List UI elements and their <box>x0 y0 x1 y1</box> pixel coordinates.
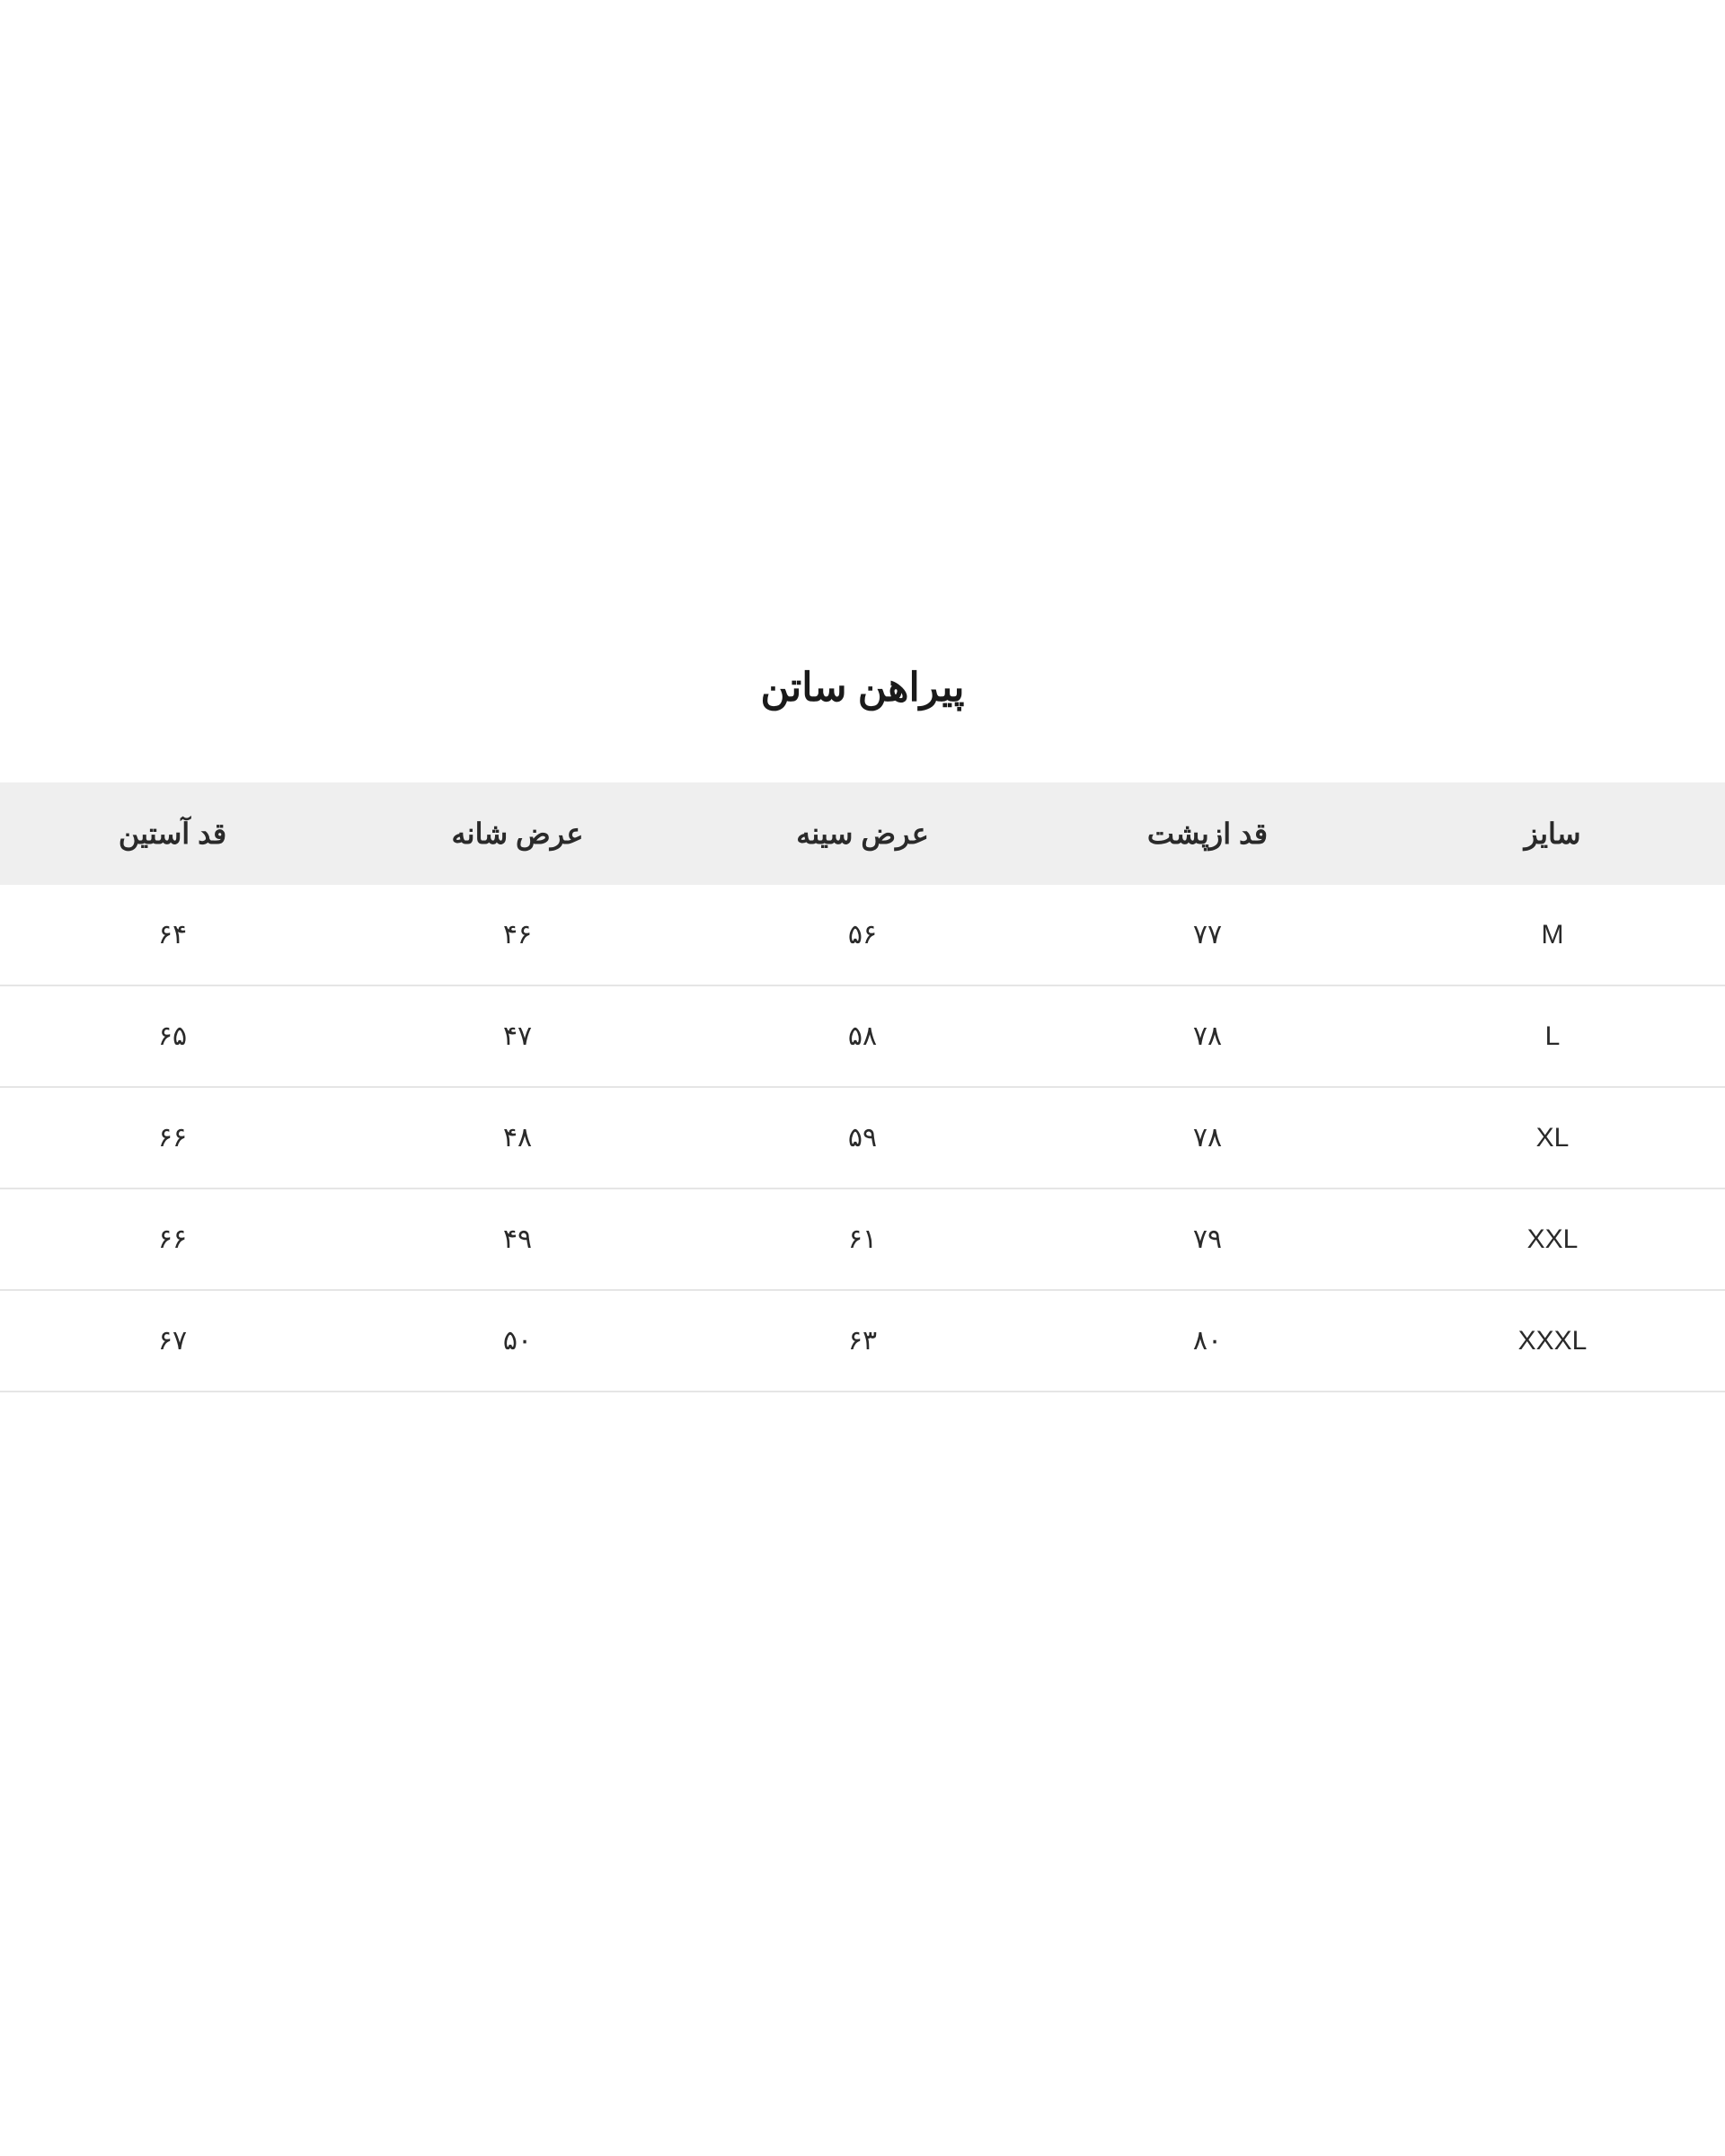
table-row: M ۷۷ ۵۶ ۴۶ ۶۴ <box>0 885 1725 985</box>
cell-shoulder-width: ۴۶ <box>345 885 690 985</box>
cell-shoulder-width: ۴۹ <box>345 1188 690 1290</box>
header-back-length: قد ازپشت <box>1035 782 1380 885</box>
cell-chest-width: ۶۳ <box>690 1290 1035 1392</box>
table-row: XXXL ۸۰ ۶۳ ۵۰ ۶۷ <box>0 1290 1725 1392</box>
cell-chest-width: ۵۹ <box>690 1087 1035 1188</box>
header-chest-width: عرض سینه <box>690 782 1035 885</box>
size-table: سایز قد ازپشت عرض سینه عرض شانه قد آستین… <box>0 782 1725 1392</box>
header-shoulder-width: عرض شانه <box>345 782 690 885</box>
cell-sleeve-length: ۶۶ <box>0 1188 345 1290</box>
cell-back-length: ۷۷ <box>1035 885 1380 985</box>
chart-title: پیراهن ساتن <box>0 665 1725 711</box>
cell-back-length: ۷۸ <box>1035 1087 1380 1188</box>
cell-shoulder-width: ۵۰ <box>345 1290 690 1392</box>
header-size: سایز <box>1380 782 1725 885</box>
cell-back-length: ۷۸ <box>1035 985 1380 1087</box>
cell-size: M <box>1380 885 1725 985</box>
cell-size: L <box>1380 985 1725 1087</box>
cell-chest-width: ۶۱ <box>690 1188 1035 1290</box>
cell-size: XXXL <box>1380 1290 1725 1392</box>
table-row: L ۷۸ ۵۸ ۴۷ ۶۵ <box>0 985 1725 1087</box>
cell-chest-width: ۵۸ <box>690 985 1035 1087</box>
table-header-row: سایز قد ازپشت عرض سینه عرض شانه قد آستین <box>0 782 1725 885</box>
cell-shoulder-width: ۴۷ <box>345 985 690 1087</box>
cell-sleeve-length: ۶۶ <box>0 1087 345 1188</box>
cell-size: XL <box>1380 1087 1725 1188</box>
cell-back-length: ۸۰ <box>1035 1290 1380 1392</box>
cell-back-length: ۷۹ <box>1035 1188 1380 1290</box>
cell-sleeve-length: ۶۵ <box>0 985 345 1087</box>
cell-sleeve-length: ۶۷ <box>0 1290 345 1392</box>
cell-shoulder-width: ۴۸ <box>345 1087 690 1188</box>
table-row: XL ۷۸ ۵۹ ۴۸ ۶۶ <box>0 1087 1725 1188</box>
cell-chest-width: ۵۶ <box>690 885 1035 985</box>
cell-size: XXL <box>1380 1188 1725 1290</box>
header-sleeve-length: قد آستین <box>0 782 345 885</box>
cell-sleeve-length: ۶۴ <box>0 885 345 985</box>
size-chart-container: پیراهن ساتن سایز قد ازپشت عرض سینه عرض ش… <box>0 0 1725 1392</box>
table-row: XXL ۷۹ ۶۱ ۴۹ ۶۶ <box>0 1188 1725 1290</box>
